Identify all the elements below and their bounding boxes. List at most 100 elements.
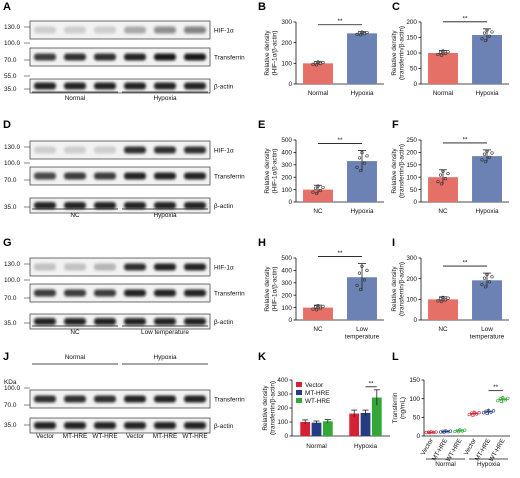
kda-tick: 100.0 (4, 385, 20, 392)
blot-band (64, 26, 86, 34)
blot-group-label: NC (70, 212, 80, 219)
data-point (480, 37, 484, 41)
data-point (496, 399, 500, 403)
bar (322, 421, 333, 436)
data-point (503, 398, 507, 402)
legend-swatch (296, 390, 302, 395)
chart-panel-l: 050100150Transferrin(ng/mL)LVectorMT-HRE… (392, 351, 510, 468)
blot-group-label: Normal (65, 95, 86, 102)
data-point (316, 304, 320, 308)
data-point (439, 299, 444, 304)
y-tick-label: 150 (406, 162, 417, 169)
blot-row-label: β-actin (214, 203, 234, 210)
lane-label: WT-HRE (182, 433, 207, 440)
data-point (480, 283, 484, 287)
blot-band (184, 146, 206, 154)
blot-group-label: Hypoxia (153, 354, 177, 361)
bar (472, 156, 502, 202)
blot-band (154, 146, 176, 154)
data-point (438, 173, 443, 177)
blot-band (34, 289, 56, 297)
data-point (487, 280, 492, 284)
blot-band (124, 53, 146, 61)
data-point (362, 278, 367, 282)
legend-entry: Vector (305, 382, 324, 389)
bar (371, 397, 382, 436)
data-point (360, 30, 364, 34)
y-tick-label: 300 (277, 391, 288, 398)
data-point (446, 171, 450, 176)
blot-group-label: Low temperature (141, 329, 189, 336)
data-point (318, 188, 323, 193)
bar (300, 422, 311, 436)
kda-tick: 70.0 (4, 295, 17, 302)
blot-band (34, 53, 56, 61)
legend-entry: MT-HRE (305, 390, 330, 397)
data-point (482, 31, 487, 35)
data-point (360, 151, 364, 155)
data-point (365, 154, 369, 158)
blot-strip (29, 47, 211, 67)
significance-marker: ** (369, 380, 374, 387)
blot-band (94, 146, 116, 154)
data-point (487, 34, 492, 38)
y-tick-label: 150 (409, 377, 420, 384)
bar (428, 53, 458, 84)
category-label: NC (438, 326, 448, 333)
y-tick-label: 50 (410, 187, 418, 194)
y-tick-label: 300 (281, 19, 292, 26)
category-label: Hypoxia (475, 90, 499, 97)
data-point (483, 38, 488, 43)
blot-band (34, 395, 56, 403)
legend-entry: WT-HRE (305, 398, 330, 405)
y-axis-label: Transferrin(ng/mL) (392, 392, 407, 423)
data-point (442, 430, 446, 434)
blot-band (184, 263, 206, 271)
blot-band (64, 82, 86, 90)
kda-tick: 35.0 (4, 86, 17, 93)
blot-band (34, 172, 56, 180)
blot-band (154, 202, 176, 209)
blot-band (154, 263, 176, 271)
y-tick-label: 100 (406, 50, 417, 57)
category-label: Hypoxia (350, 90, 374, 97)
data-point (485, 272, 489, 277)
y-tick-label: 0 (416, 433, 420, 440)
significance-marker: ** (338, 18, 343, 25)
data-point (483, 285, 488, 289)
data-point (477, 411, 481, 415)
blot-row-label: Transferrin (214, 397, 245, 404)
panel-letter: C (392, 1, 400, 13)
data-point (439, 53, 444, 57)
blot-group-label: Hypoxia (153, 212, 177, 219)
y-tick-label: 100 (406, 174, 417, 181)
blot-band (34, 82, 56, 90)
bar (303, 63, 333, 84)
data-point (441, 295, 445, 299)
data-point (485, 28, 489, 32)
data-point (313, 186, 318, 190)
blot-row-label: β-actin (214, 319, 234, 326)
data-point (489, 410, 493, 414)
data-point (318, 306, 323, 310)
blot-strip (29, 313, 211, 330)
y-tick-label: 200 (277, 405, 288, 412)
data-point (362, 32, 367, 36)
y-tick-label: 0 (288, 199, 292, 206)
blot-band (94, 318, 116, 325)
legend-swatch (296, 398, 302, 403)
kda-tick: 35.0 (4, 320, 17, 327)
blot-band (154, 422, 176, 429)
kda-tick: 70.0 (4, 402, 17, 409)
blot-row-label: Transferrin (214, 291, 245, 298)
y-tick-label: 400 (277, 377, 288, 384)
panel-letter: D (3, 119, 11, 131)
blot-band (124, 26, 146, 34)
y-tick-label: 50 (413, 415, 421, 422)
kda-tick: 130.0 (4, 261, 20, 268)
category-label: Hypoxia (354, 443, 378, 450)
significance-marker: ** (463, 15, 468, 22)
